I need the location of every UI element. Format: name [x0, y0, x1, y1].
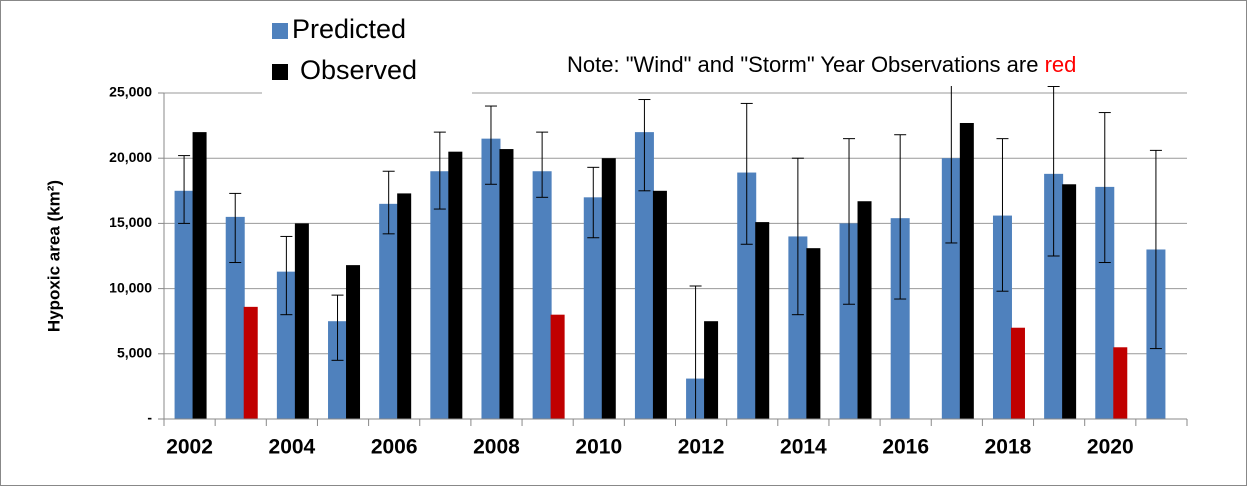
x-tick-label: 2014 — [780, 436, 827, 459]
error-bar — [331, 294, 344, 361]
error-bar — [1098, 112, 1111, 264]
bar — [174, 190, 194, 419]
y-tick-label: 10,000 — [109, 279, 152, 295]
x-tick-label: 2010 — [575, 436, 622, 459]
x-tick-label: 2008 — [473, 436, 520, 459]
error-bar — [229, 192, 242, 264]
bar — [1062, 184, 1077, 419]
x-tick-label: 2006 — [371, 436, 418, 459]
bar — [601, 158, 616, 419]
legend: Predicted Observed — [262, 10, 472, 96]
x-tick-label: 2012 — [678, 436, 725, 459]
bar — [806, 248, 821, 419]
legend-swatch — [272, 64, 288, 80]
annotation-highlight: red — [1045, 52, 1077, 77]
bar — [1010, 327, 1025, 419]
bar — [532, 171, 552, 419]
x-tick-label: 2016 — [882, 436, 929, 459]
legend-label: Predicted — [292, 14, 406, 44]
error-bar — [587, 166, 600, 239]
error-bar — [996, 138, 1009, 292]
error-bar — [1047, 86, 1060, 257]
annotation-text: Note: "Wind" and "Storm" Year Observatio… — [567, 52, 1045, 77]
annotation: Note: "Wind" and "Storm" Year Observatio… — [567, 52, 1076, 77]
y-tick-label: 15,000 — [109, 214, 152, 230]
bar — [397, 193, 412, 419]
bar — [499, 149, 514, 419]
bar — [652, 190, 667, 419]
bar — [346, 265, 361, 419]
error-bar — [843, 138, 856, 305]
bar — [634, 132, 654, 419]
error-bar — [536, 131, 549, 198]
y-tick-label: 20,000 — [109, 149, 152, 165]
error-bar — [433, 131, 446, 210]
bar — [583, 197, 603, 419]
bar — [1095, 186, 1115, 419]
error-bar — [1149, 149, 1162, 350]
bar — [481, 138, 501, 419]
bar — [704, 321, 719, 419]
bar — [448, 151, 463, 419]
legend-background — [262, 10, 472, 96]
bar — [1113, 347, 1128, 419]
x-tick-label: 2004 — [269, 436, 316, 459]
error-bar — [791, 157, 804, 316]
plot-area — [174, 86, 1166, 420]
bar — [276, 271, 296, 419]
bar — [992, 215, 1012, 419]
bar — [550, 314, 565, 419]
axes: - 5,000 10,000 15,000 20,000 25,000 2002 2004 20… — [109, 84, 1188, 459]
bar — [192, 132, 207, 419]
error-bar — [894, 134, 907, 300]
bar — [379, 203, 399, 419]
error-bar — [484, 105, 497, 185]
bar — [328, 321, 348, 419]
y-tick-label: - — [147, 410, 152, 426]
bar — [959, 122, 974, 419]
x-tick-label: 2018 — [985, 436, 1032, 459]
error-bar — [740, 102, 753, 245]
error-bar — [280, 235, 293, 316]
y-tick-label: 5,000 — [117, 345, 152, 361]
legend-swatch — [272, 23, 288, 39]
legend-label: Observed — [300, 55, 417, 85]
error-bar — [178, 155, 191, 224]
y-tick-label: 25,000 — [109, 84, 152, 100]
y-axis-title: Hypoxic area (km²) — [44, 180, 63, 332]
bar — [225, 216, 245, 419]
bar — [890, 218, 910, 419]
bar — [788, 236, 808, 419]
bar — [243, 306, 258, 419]
x-tick-label: 2020 — [1087, 436, 1134, 459]
error-bar — [945, 86, 958, 244]
bar — [857, 201, 872, 419]
bar — [755, 222, 770, 419]
error-bar — [638, 99, 651, 192]
bar — [737, 172, 757, 419]
bar — [941, 158, 961, 419]
error-bar — [382, 170, 395, 235]
bar — [430, 171, 450, 419]
bar — [294, 223, 309, 419]
x-tick-label: 2002 — [166, 436, 213, 459]
bar — [839, 223, 859, 419]
bar — [1044, 173, 1064, 419]
